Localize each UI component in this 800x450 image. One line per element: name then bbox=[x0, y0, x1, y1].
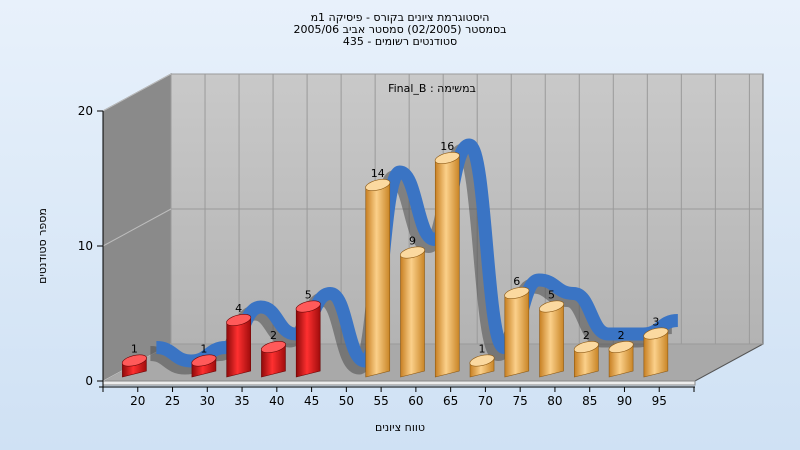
bar-value-label: 4 bbox=[235, 302, 242, 315]
bar-body bbox=[539, 303, 564, 378]
x-tick-label: 30 bbox=[200, 394, 215, 408]
side-gridline bbox=[102, 208, 172, 247]
x-tick-label: 50 bbox=[339, 394, 354, 408]
bar-value-label: 1 bbox=[131, 343, 138, 356]
bar: 1 bbox=[191, 343, 217, 378]
bar-cap bbox=[539, 300, 565, 313]
x-tick-label: 90 bbox=[617, 394, 632, 408]
bar: 1 bbox=[121, 343, 147, 378]
bar-value-label: 14 bbox=[371, 167, 385, 180]
chart-title-line-2: בסמסטר (02/2005) סמסטר אביב 2005/06 bbox=[293, 23, 507, 36]
bar-value-label: 5 bbox=[305, 289, 312, 302]
x-tick-label: 70 bbox=[478, 394, 493, 408]
ribbon-curve bbox=[155, 138, 679, 368]
bar-cap bbox=[226, 313, 252, 327]
bar: 2 bbox=[260, 329, 286, 378]
bar: 5 bbox=[295, 289, 321, 378]
bar: 3 bbox=[643, 316, 669, 378]
bar-value-label: 2 bbox=[618, 329, 625, 342]
chart-title-line-3: סטודנטים רשומים - 435 bbox=[342, 35, 458, 48]
bar-cap bbox=[434, 151, 460, 165]
bar-cap bbox=[365, 178, 391, 192]
bar-body bbox=[400, 249, 425, 378]
bar-cap bbox=[191, 354, 217, 367]
x-tick-label: 65 bbox=[443, 394, 458, 408]
bar-cap bbox=[295, 300, 321, 313]
bar-body bbox=[365, 181, 391, 378]
y-tick-label: 0 bbox=[85, 374, 93, 388]
bar: 2 bbox=[573, 329, 599, 378]
bar: 6 bbox=[504, 275, 530, 378]
x-tick-label: 60 bbox=[408, 394, 423, 408]
chart-subtitle: במשימה : Final_B bbox=[388, 82, 476, 95]
floor-edge bbox=[102, 380, 696, 386]
bar-value-label: 16 bbox=[440, 140, 454, 153]
chart-title-line-1: היסטוגרמת ציונים בקורס - פיסיקה 1מ bbox=[310, 11, 490, 24]
bar-value-label: 2 bbox=[583, 329, 590, 342]
bar: 4 bbox=[226, 302, 252, 378]
bar-cap bbox=[469, 354, 495, 367]
bar: 1 bbox=[469, 343, 495, 378]
distribution-ribbon bbox=[149, 138, 679, 375]
x-tick-label: 85 bbox=[582, 394, 597, 408]
x-tick-label: 95 bbox=[652, 394, 667, 408]
bar-body bbox=[226, 316, 251, 378]
side-gridline bbox=[102, 73, 172, 112]
x-tick-label: 80 bbox=[547, 394, 562, 408]
x-tick-label: 55 bbox=[373, 394, 388, 408]
bar-body bbox=[504, 289, 530, 378]
bar-value-label: 9 bbox=[409, 235, 416, 248]
y-tick-label: 10 bbox=[78, 239, 93, 253]
bar: 2 bbox=[608, 329, 634, 378]
x-tick-label: 35 bbox=[234, 394, 249, 408]
bar-cap bbox=[121, 354, 147, 367]
bar-cap bbox=[643, 327, 669, 340]
x-tick-label: 25 bbox=[165, 394, 180, 408]
x-tick-label: 40 bbox=[269, 394, 284, 408]
bar-value-label: 1 bbox=[479, 343, 486, 356]
bar-body bbox=[295, 303, 321, 378]
x-tick-label: 45 bbox=[304, 394, 319, 408]
bar-cap bbox=[573, 340, 599, 354]
x-tick-label: 20 bbox=[130, 394, 145, 408]
bar-cap bbox=[400, 246, 425, 259]
y-axis-label: מספר סטודנטים bbox=[36, 208, 49, 284]
bar-body bbox=[434, 154, 460, 378]
bar-cap bbox=[608, 340, 634, 354]
bar: 9 bbox=[400, 235, 425, 378]
bar-value-label: 1 bbox=[200, 343, 207, 356]
x-axis-label: טווח ציונים bbox=[375, 421, 425, 434]
bar-value-label: 5 bbox=[548, 289, 555, 302]
bar-cap bbox=[260, 340, 286, 354]
bar-value-label: 6 bbox=[513, 275, 520, 288]
bar-cap bbox=[504, 286, 530, 300]
bar: 14 bbox=[365, 167, 391, 378]
bar-value-label: 3 bbox=[652, 316, 659, 329]
x-tick-label: 75 bbox=[513, 394, 528, 408]
bar-value-label: 2 bbox=[270, 329, 277, 342]
bar: 5 bbox=[539, 289, 565, 378]
bar: 16 bbox=[434, 140, 460, 378]
y-tick-label: 20 bbox=[78, 104, 93, 118]
